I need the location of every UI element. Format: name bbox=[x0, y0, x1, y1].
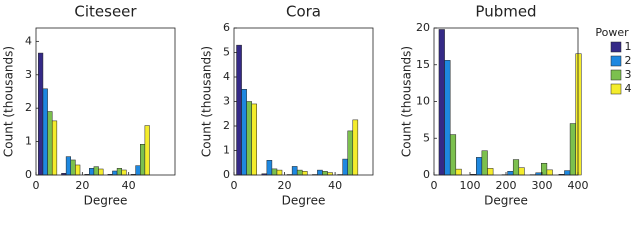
x-tick-label: 400 bbox=[568, 179, 589, 192]
legend-label: 2 bbox=[625, 54, 632, 67]
axes-box bbox=[35, 27, 176, 176]
bar bbox=[564, 170, 571, 176]
x-tick-label: 100 bbox=[460, 179, 481, 192]
bar bbox=[455, 168, 462, 176]
legend-label: 4 bbox=[625, 82, 632, 95]
bar bbox=[296, 169, 303, 176]
bar bbox=[121, 169, 127, 176]
bar bbox=[276, 169, 283, 176]
y-tick-label: 0 bbox=[223, 168, 230, 181]
bar bbox=[236, 44, 242, 176]
bar bbox=[47, 111, 53, 176]
bar bbox=[271, 168, 278, 176]
y-tick-label: 0 bbox=[25, 168, 32, 181]
legend-swatch bbox=[610, 41, 622, 53]
legend-swatch bbox=[610, 55, 622, 67]
y-axis-label: Count (thousands) bbox=[400, 46, 414, 157]
bar bbox=[246, 101, 252, 176]
legend-label: 1 bbox=[625, 40, 632, 53]
x-tick-label: 300 bbox=[532, 179, 553, 192]
y-tick-label: 10 bbox=[416, 95, 430, 108]
x-axis-label: Degree bbox=[282, 194, 326, 208]
chart-title: Pubmed bbox=[475, 3, 536, 21]
legend-title: Power bbox=[595, 26, 629, 39]
y-axis-label: Count (thousands) bbox=[2, 46, 16, 157]
y-tick-label: 20 bbox=[416, 21, 430, 34]
bar bbox=[347, 130, 354, 176]
y-tick-label: 5 bbox=[223, 46, 230, 59]
bar bbox=[251, 103, 257, 176]
y-tick-label: 2 bbox=[25, 101, 32, 114]
bar bbox=[518, 167, 525, 176]
bar bbox=[140, 144, 146, 176]
bar bbox=[481, 150, 488, 176]
y-tick-label: 0 bbox=[423, 168, 430, 181]
bar bbox=[51, 120, 58, 176]
bar bbox=[135, 165, 141, 176]
bar bbox=[93, 166, 99, 176]
x-axis-label: Degree bbox=[84, 194, 128, 208]
y-tick-label: 5 bbox=[423, 131, 430, 144]
bar bbox=[112, 170, 118, 176]
bar bbox=[575, 53, 582, 176]
x-tick-label: 40 bbox=[122, 179, 136, 192]
y-tick-label: 3 bbox=[25, 68, 32, 81]
x-tick-label: 20 bbox=[75, 179, 89, 192]
legend-label: 3 bbox=[625, 68, 632, 81]
legend-swatch bbox=[610, 69, 622, 81]
legend-swatch bbox=[610, 83, 622, 95]
bar bbox=[317, 169, 323, 176]
bar bbox=[42, 88, 48, 176]
y-tick-label: 4 bbox=[223, 70, 230, 83]
y-tick-label: 1 bbox=[25, 135, 32, 148]
bar bbox=[507, 171, 514, 176]
bar bbox=[98, 168, 104, 176]
bar bbox=[89, 168, 95, 176]
bar bbox=[476, 157, 483, 176]
y-tick-label: 2 bbox=[223, 119, 230, 132]
bar bbox=[352, 119, 359, 176]
bar bbox=[438, 29, 445, 176]
x-tick-label: 0 bbox=[431, 179, 438, 192]
bar bbox=[38, 52, 44, 176]
bar bbox=[241, 89, 247, 176]
bar bbox=[70, 159, 76, 176]
y-tick-label: 3 bbox=[223, 95, 230, 108]
bar bbox=[301, 171, 308, 176]
bar bbox=[449, 134, 457, 176]
x-tick-label: 20 bbox=[278, 179, 292, 192]
y-axis-label: Count (thousands) bbox=[200, 46, 214, 157]
bar bbox=[266, 160, 273, 176]
chart-title: Citeseer bbox=[74, 3, 137, 21]
bar bbox=[569, 123, 576, 176]
x-tick-label: 0 bbox=[33, 179, 40, 192]
bar bbox=[75, 164, 81, 176]
bar bbox=[144, 125, 150, 176]
bar bbox=[546, 169, 553, 176]
bar bbox=[291, 166, 298, 176]
y-tick-label: 4 bbox=[25, 34, 32, 47]
bar bbox=[322, 171, 328, 176]
bar bbox=[487, 168, 494, 176]
y-tick-label: 15 bbox=[416, 58, 430, 71]
x-tick-label: 40 bbox=[328, 179, 342, 192]
bar bbox=[342, 158, 348, 176]
y-tick-label: 6 bbox=[223, 21, 230, 34]
chart-title: Cora bbox=[286, 3, 321, 21]
x-tick-label: 0 bbox=[231, 179, 238, 192]
x-tick-label: 200 bbox=[496, 179, 517, 192]
bar bbox=[116, 168, 122, 176]
bar bbox=[512, 159, 520, 176]
y-tick-label: 1 bbox=[223, 144, 230, 157]
bar bbox=[444, 60, 451, 176]
x-axis-label: Degree bbox=[484, 194, 528, 208]
bar bbox=[65, 156, 72, 176]
